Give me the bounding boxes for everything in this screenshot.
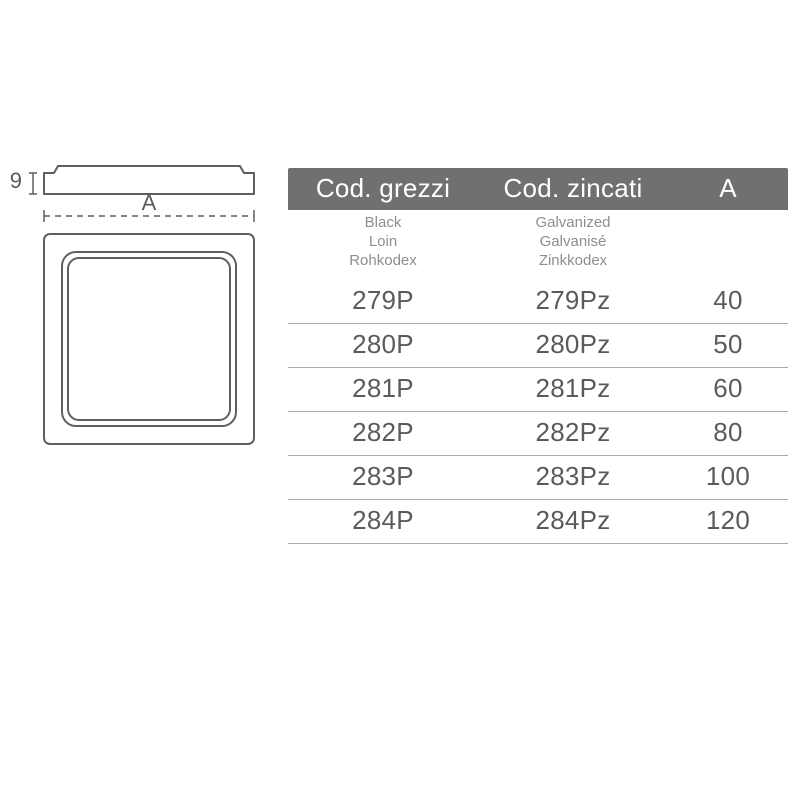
cell-zincati: 284Pz [478,500,668,543]
cell-A: 100 [668,456,788,499]
cell-zincati: 280Pz [478,324,668,367]
plan-inner-1 [62,252,236,426]
col-header-grezzi: Cod. grezzi [288,168,478,210]
col-sub-A [668,214,788,270]
cell-A: 60 [668,368,788,411]
table-row: 280P280Pz50 [288,324,788,368]
cell-zincati: 279Pz [478,280,668,323]
table-row: 283P283Pz100 [288,456,788,500]
table-header-row: Cod. grezzi Cod. zincati A [288,168,788,210]
cell-grezzi: 282P [288,412,478,455]
table-row: 279P279Pz40 [288,280,788,324]
cell-A: 40 [668,280,788,323]
cell-zincati: 281Pz [478,368,668,411]
cell-zincati: 282Pz [478,412,668,455]
cell-A: 50 [668,324,788,367]
col-sub-grezzi: Black Loin Rohkodex [288,214,478,270]
technical-drawing: 9A [10,160,270,460]
table-body: 279P279Pz40280P280Pz50281P281Pz60282P282… [288,280,788,544]
drawing-svg: 9A [10,160,270,470]
plan-outer [44,234,254,444]
size-table: Cod. grezzi Cod. zincati A Black Loin Ro… [288,168,788,544]
col-header-zincati: Cod. zincati [478,168,668,210]
plan-inner-2 [68,258,230,420]
col-sub-zincati: Galvanized Galvanisé Zinkkodex [478,214,668,270]
cell-zincati: 283Pz [478,456,668,499]
cell-A: 80 [668,412,788,455]
cell-grezzi: 284P [288,500,478,543]
dim-width-label: A [142,190,157,215]
cell-grezzi: 281P [288,368,478,411]
cell-A: 120 [668,500,788,543]
cell-grezzi: 279P [288,280,478,323]
table-row: 281P281Pz60 [288,368,788,412]
table-subheader-row: Black Loin Rohkodex Galvanized Galvanisé… [288,210,788,280]
dim-height-label: 9 [10,168,22,193]
table-row: 284P284Pz120 [288,500,788,544]
table-row: 282P282Pz80 [288,412,788,456]
cell-grezzi: 280P [288,324,478,367]
col-header-A: A [668,168,788,210]
cell-grezzi: 283P [288,456,478,499]
